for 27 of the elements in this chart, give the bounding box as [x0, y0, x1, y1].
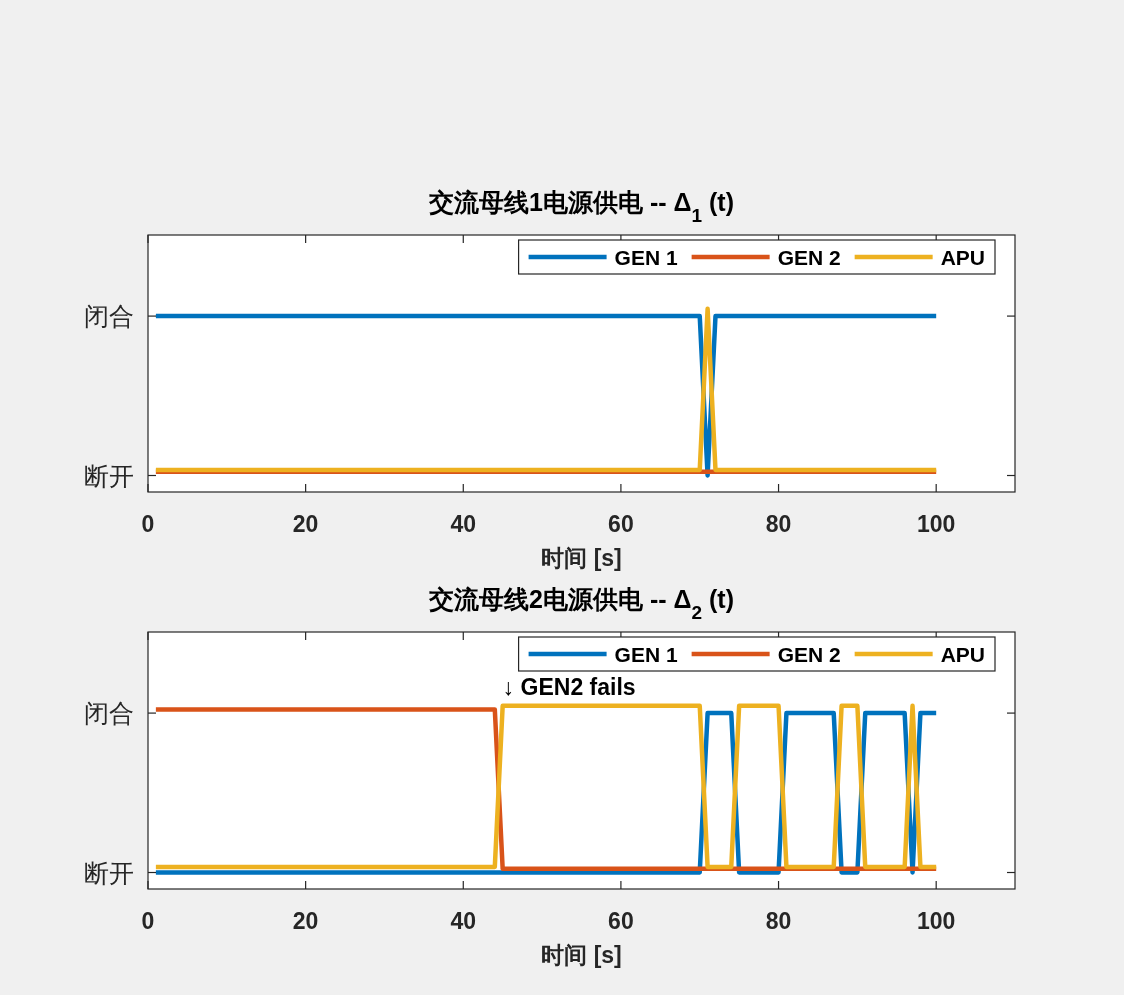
- x-tick-label: 40: [450, 908, 477, 934]
- x-tick-label: 100: [916, 511, 956, 537]
- chart-title: 交流母线1电源供电 -- Δ$_{1}$ (t): [428, 188, 734, 226]
- text: 断开: [84, 859, 134, 887]
- chart-title: 交流母线2电源供电 -- Δ$_{2}$ (t): [428, 585, 734, 623]
- legend-label: GEN 2: [777, 642, 841, 666]
- x-tick-label: 80: [765, 908, 792, 934]
- x-axis-title: 时间 [s]: [541, 545, 622, 571]
- x-tick-label: 40: [450, 511, 477, 537]
- text: 断开: [84, 462, 134, 490]
- x-tick-label: 60: [608, 511, 634, 537]
- legend-label: GEN 2: [777, 245, 841, 269]
- x-tick-label: 20: [292, 511, 319, 537]
- legend-label: APU: [940, 642, 985, 666]
- text: 闭合: [84, 302, 134, 330]
- x-tick-label: 60: [608, 908, 634, 934]
- x-tick-label: 80: [765, 511, 792, 537]
- annotation: ↓ GEN2 fails: [502, 673, 636, 700]
- legend-label: GEN 1: [614, 245, 678, 269]
- x-tick-label: 20: [292, 908, 319, 934]
- legend-label: GEN 1: [614, 642, 678, 666]
- text: 闭合: [84, 699, 134, 727]
- x-tick-label: 100: [916, 908, 956, 934]
- x-axis-title: 时间 [s]: [541, 942, 622, 968]
- x-tick-label: 0: [141, 908, 155, 934]
- legend-label: APU: [940, 245, 985, 269]
- x-tick-label: 0: [141, 511, 155, 537]
